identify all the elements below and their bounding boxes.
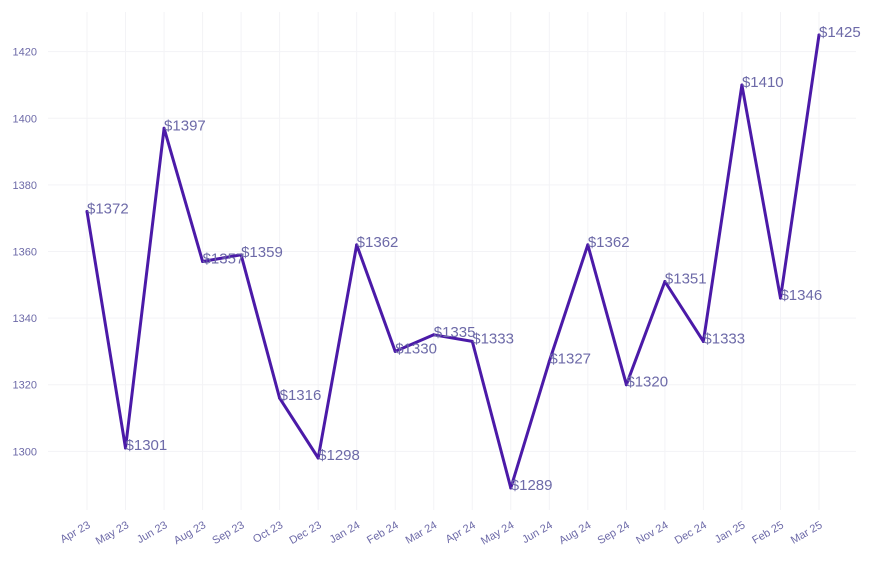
data-label: $1346	[780, 287, 822, 304]
data-point	[740, 83, 744, 87]
data-label: $1330	[395, 340, 437, 357]
x-tick-label: Apr 23	[58, 519, 92, 546]
y-tick-label: 1400	[13, 113, 37, 125]
data-label: $1327	[549, 350, 591, 367]
data-point	[355, 243, 359, 247]
x-tick-label: Jun 23	[135, 519, 170, 546]
series-line	[85, 33, 821, 490]
x-tick-label: Dec 23	[287, 519, 323, 547]
y-tick-label: 1380	[13, 180, 37, 192]
data-label: $1362	[588, 234, 630, 251]
x-tick-label: Sep 23	[210, 519, 246, 547]
data-point	[470, 339, 474, 343]
x-axis-ticks: Apr 23 May 23 Jun 23 Aug 23 Sep 23 Oct 23 Dec …	[58, 519, 824, 547]
data-point	[316, 456, 320, 460]
x-tick-label: Nov 24	[634, 519, 670, 547]
x-tick-label: Dec 24	[673, 519, 709, 547]
x-tick-label: Aug 23	[172, 519, 208, 547]
data-point	[393, 349, 397, 353]
y-tick-label: 1420	[13, 47, 37, 59]
data-label: $1301	[126, 437, 168, 454]
data-point	[278, 396, 282, 400]
data-point	[162, 126, 166, 130]
data-point	[547, 359, 551, 363]
data-label: $1359	[241, 244, 283, 261]
y-tick-label: 1340	[13, 313, 37, 325]
x-tick-label: May 24	[479, 519, 516, 547]
data-label: $1335	[434, 324, 476, 341]
x-tick-label: Jan 25	[713, 519, 748, 546]
data-label: $1333	[472, 330, 514, 347]
series-line-layer	[85, 33, 821, 490]
y-tick-label: 1320	[13, 380, 37, 392]
grid	[48, 12, 856, 510]
x-tick-label: Mar 25	[789, 519, 825, 547]
data-label: $1298	[318, 447, 360, 464]
x-tick-label: Aug 24	[557, 519, 593, 547]
data-point	[701, 339, 705, 343]
x-tick-label: Jan 24	[328, 519, 363, 546]
data-point	[817, 33, 821, 37]
data-point	[124, 446, 128, 450]
y-tick-label: 1300	[13, 446, 37, 458]
x-tick-label: Jun 24	[520, 519, 555, 546]
data-labels: $1372 $1301 $1397 $1357$1359 $1316 $1298 $1362…	[87, 24, 861, 494]
data-point	[778, 296, 782, 300]
data-label: $1316	[280, 387, 322, 404]
x-tick-label: Feb 25	[750, 519, 786, 547]
x-tick-label: Mar 24	[404, 519, 440, 547]
x-tick-label: Sep 24	[596, 519, 632, 547]
data-label: $1357	[203, 251, 245, 268]
data-label: $1362	[357, 234, 399, 251]
x-tick-label: Apr 24	[444, 519, 478, 546]
x-tick-label: Feb 24	[365, 519, 401, 547]
x-tick-label: May 23	[94, 519, 131, 547]
data-point	[432, 333, 436, 337]
data-point	[85, 210, 89, 214]
x-tick-label: Oct 23	[251, 519, 285, 546]
data-label: $1320	[626, 374, 668, 391]
data-point	[509, 486, 513, 490]
data-point	[201, 260, 205, 263]
data-label: $1410	[742, 74, 784, 91]
data-point	[586, 243, 590, 247]
data-label: $1289	[511, 477, 553, 494]
data-label: $1372	[87, 201, 129, 218]
y-tick-label: 1360	[13, 247, 37, 259]
data-label: $1425	[819, 24, 861, 41]
data-label: $1397	[164, 117, 206, 134]
data-point	[624, 383, 628, 387]
data-label: $1333	[703, 330, 745, 347]
y-axis-ticks: 1300 1320 1340 1360 1380 1400 1420	[13, 47, 37, 459]
data-point	[239, 253, 243, 257]
data-label: $1351	[665, 270, 707, 287]
data-point	[663, 279, 667, 283]
